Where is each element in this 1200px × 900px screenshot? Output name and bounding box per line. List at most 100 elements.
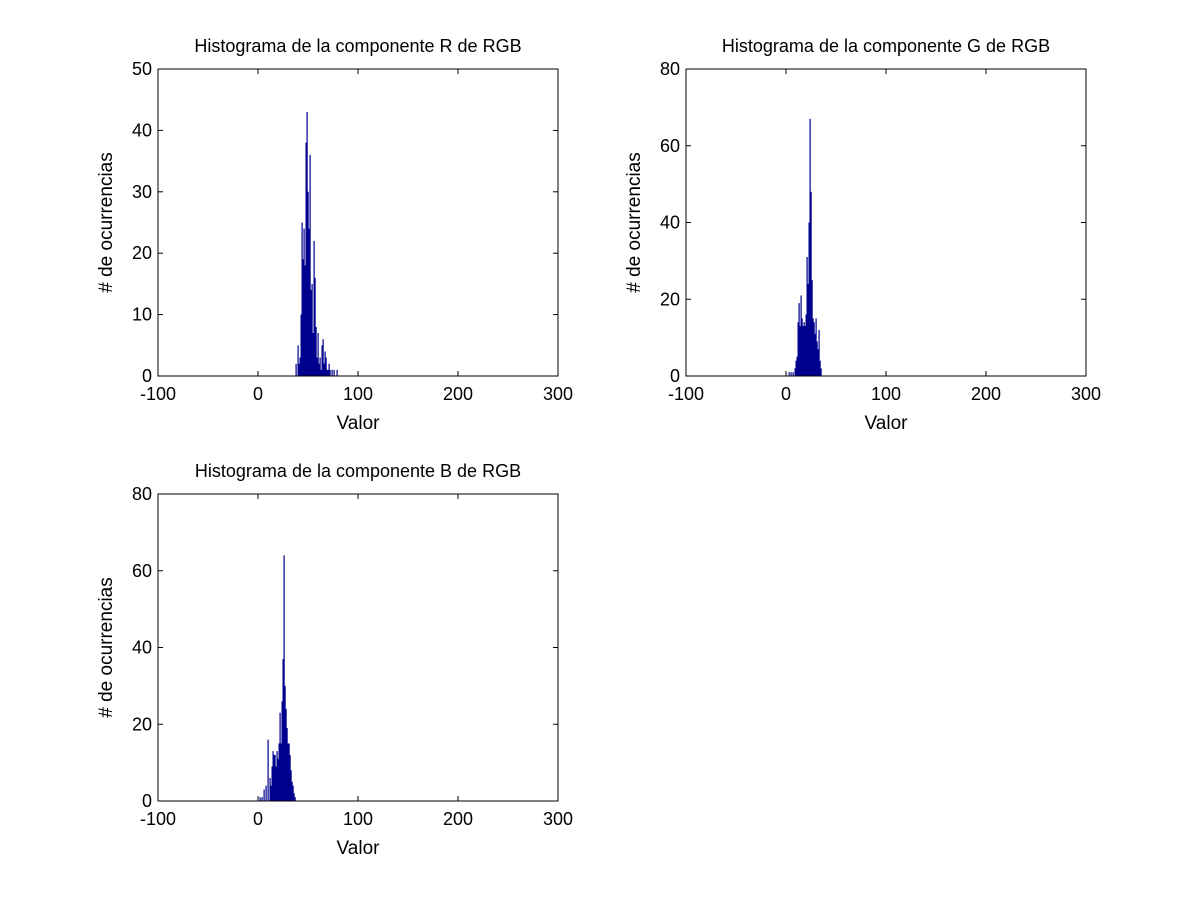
bar-r-28 [324, 351, 326, 376]
y-tick-label-r-2: 20 [132, 243, 152, 263]
bar-b-6 [270, 785, 272, 801]
bar-g-6 [797, 322, 799, 376]
bar-b-9 [273, 754, 275, 801]
bar-b-12 [276, 751, 278, 801]
bar-b-26 [290, 770, 292, 801]
y-tick-label-r-5: 50 [132, 59, 152, 79]
bar-g-21 [812, 318, 814, 376]
y-tick-label-r-3: 30 [132, 182, 152, 202]
bar-g-22 [813, 322, 815, 376]
bar-g-19 [810, 191, 812, 376]
bar-b-13 [277, 758, 279, 801]
bar-g-1 [790, 372, 792, 376]
bar-r-13 [309, 154, 311, 376]
y-tick-label-r-4: 40 [132, 120, 152, 140]
x-axis-label-g: Valor [865, 413, 909, 434]
y-tick-label-g-1: 20 [660, 289, 680, 309]
x-tick-label-b-2: 100 [343, 809, 373, 829]
bar-g-25 [816, 341, 818, 376]
bar-b-29 [293, 793, 295, 801]
bar-r-34 [331, 369, 333, 376]
chart-title-r: Histograma de la componente R de RGB [194, 36, 521, 56]
bar-b-11 [275, 766, 277, 801]
x-tick-label-b-0: -100 [140, 809, 176, 829]
x-tick-label-r-0: -100 [140, 384, 176, 404]
bar-r-4 [300, 314, 302, 376]
bar-g-7 [798, 303, 800, 376]
bar-g-4 [795, 360, 797, 376]
bar-r-24 [320, 369, 322, 376]
y-tick-label-g-4: 80 [660, 59, 680, 79]
bar-g-23 [814, 333, 816, 376]
bar-g-8 [799, 326, 801, 376]
x-tick-label-g-1: 0 [781, 384, 791, 404]
bar-r-27 [323, 363, 325, 376]
plot-area-r [158, 69, 558, 376]
bar-b-19 [283, 555, 285, 801]
bar-b-20 [284, 685, 286, 802]
bar-g-2 [792, 372, 794, 376]
y-tick-label-b-3: 60 [132, 561, 152, 581]
chart-title-g: Histograma de la componente G de RGB [722, 36, 1050, 56]
plot-area-g [686, 69, 1086, 376]
bar-g-0 [788, 372, 790, 376]
bar-g-24 [815, 318, 817, 376]
bar-r-20 [316, 357, 318, 376]
bar-r-35 [333, 369, 335, 376]
bars-b [259, 555, 296, 802]
bar-b-2 [263, 789, 265, 801]
bar-r-22 [318, 363, 320, 376]
bar-g-11 [802, 326, 804, 376]
x-tick-label-g-4: 300 [1071, 384, 1101, 404]
y-tick-label-r-0: 0 [142, 366, 152, 386]
bar-b-5 [269, 777, 271, 801]
bar-r-25 [321, 345, 323, 376]
bar-b-23 [287, 743, 289, 801]
x-tick-label-r-3: 200 [443, 384, 473, 404]
y-tick-label-g-0: 0 [670, 366, 680, 386]
bars-g [788, 118, 822, 376]
bar-g-17 [808, 222, 810, 376]
bar-b-1 [261, 797, 263, 801]
x-axis-label-b: Valor [337, 838, 381, 859]
bar-b-16 [280, 743, 282, 801]
bar-b-24 [288, 743, 290, 801]
bar-b-28 [292, 785, 294, 801]
bar-r-0 [295, 363, 297, 376]
bar-r-1 [297, 345, 299, 376]
bar-b-3 [265, 785, 267, 801]
bar-g-29 [820, 368, 822, 376]
x-tick-label-r-1: 0 [253, 384, 263, 404]
y-tick-label-r-1: 10 [132, 305, 152, 325]
y-tick-label-b-4: 80 [132, 484, 152, 504]
bar-b-0 [259, 797, 261, 801]
x-axis-label-r: Valor [337, 413, 381, 434]
bar-b-30 [294, 797, 296, 801]
bar-g-5 [796, 356, 798, 376]
bar-r-17 [313, 240, 315, 376]
bar-r-16 [312, 333, 314, 376]
x-tick-label-g-2: 100 [871, 384, 901, 404]
y-axis-label-r: # de ocurrencias [96, 152, 117, 292]
bar-g-12 [803, 322, 805, 376]
x-tick-label-b-3: 200 [443, 809, 473, 829]
y-axis-label-b: # de ocurrencias [96, 577, 117, 717]
bar-b-7 [271, 766, 273, 801]
bar-r-5 [301, 222, 303, 376]
bar-g-3 [794, 368, 796, 376]
bar-g-27 [818, 329, 820, 376]
bar-r-15 [311, 283, 313, 376]
y-tick-label-b-2: 40 [132, 638, 152, 658]
y-tick-label-b-1: 20 [132, 714, 152, 734]
bar-b-8 [272, 751, 274, 801]
bar-g-13 [804, 326, 806, 376]
bar-g-10 [801, 318, 803, 376]
bar-b-21 [285, 708, 287, 801]
bar-g-28 [819, 360, 821, 376]
bar-b-15 [279, 712, 281, 801]
bar-r-30 [326, 369, 328, 376]
bar-r-21 [317, 333, 319, 376]
x-tick-label-b-4: 300 [543, 809, 573, 829]
bar-g-26 [817, 349, 819, 376]
